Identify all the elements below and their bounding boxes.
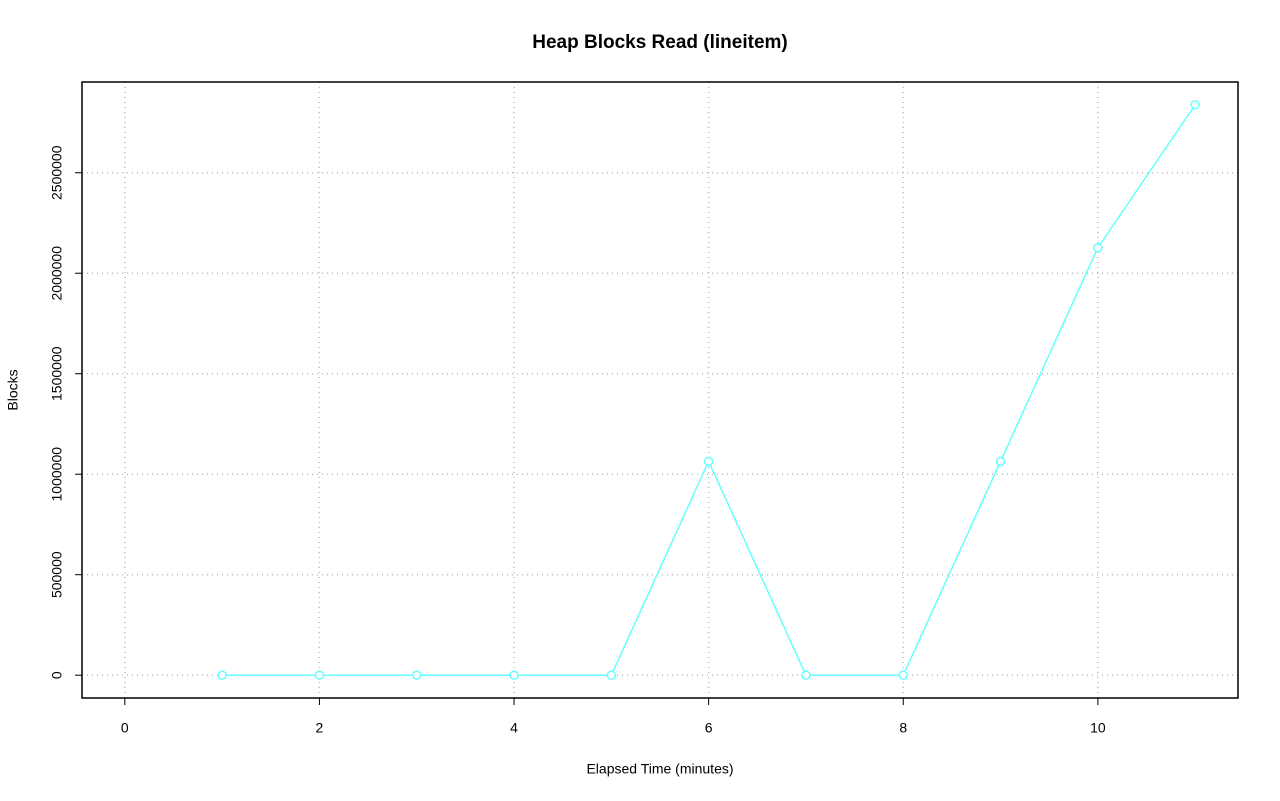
data-point [703,456,714,467]
y-tick-label: 1000000 [49,447,65,502]
y-axis-label: Blocks [5,369,21,410]
series-line [222,104,1196,676]
data-point [801,670,811,680]
x-tick-label: 0 [121,720,129,736]
data-point [898,670,909,680]
y-tick-label: 0 [49,671,65,679]
plot-frame [81,81,1239,699]
x-tick-label: 8 [899,720,907,736]
y-tick-label: 2000000 [49,246,65,301]
x-tick-label: 2 [316,720,324,736]
y-tick-label: 1500000 [49,346,65,401]
x-axis-label: Elapsed Time (minutes) [586,761,733,777]
x-tick-label: 10 [1090,720,1106,736]
chart-title: Heap Blocks Read (lineitem) [532,32,788,53]
data-point [314,670,325,680]
x-tick-label: 6 [705,720,713,736]
data-point [995,456,1006,467]
data-point [606,670,617,680]
data-point [411,670,422,680]
data-point [1093,242,1103,253]
data-point [1190,100,1200,110]
data-point [509,670,519,680]
y-tick-label: 500000 [49,551,65,598]
y-tick-label: 2500000 [49,145,65,200]
data-point [217,670,227,680]
x-tick-label: 4 [510,720,518,736]
